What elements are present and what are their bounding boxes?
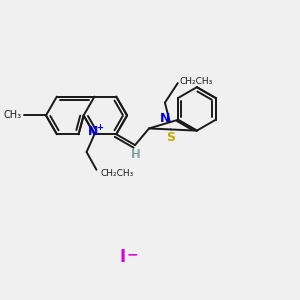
Text: I: I xyxy=(119,248,125,266)
Text: +: + xyxy=(96,123,103,132)
Text: H: H xyxy=(132,148,140,160)
Text: CH₂CH₃: CH₂CH₃ xyxy=(180,76,213,85)
Text: CH₃: CH₃ xyxy=(3,110,21,120)
Text: CH₂CH₃: CH₂CH₃ xyxy=(100,169,134,178)
Text: N: N xyxy=(160,112,170,125)
Text: −: − xyxy=(126,248,138,262)
Text: H: H xyxy=(131,148,140,161)
Text: N: N xyxy=(88,125,99,138)
Text: S: S xyxy=(166,131,175,144)
